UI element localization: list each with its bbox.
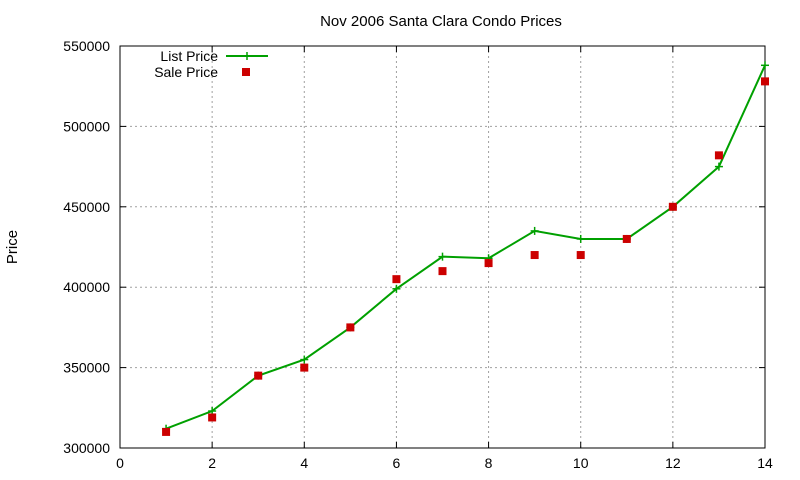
sale-price-point [254,371,263,380]
list-price-point [300,355,309,364]
sale-price-point [576,251,585,260]
list-price-point [761,61,769,70]
sale-price-point [761,77,769,86]
legend-item: List Price [160,48,268,64]
y-tick-label: 350000 [63,360,110,376]
legend-marker [242,68,250,76]
legend-label: List Price [160,48,218,64]
sale-price-point [346,323,355,332]
sale-price-point [530,251,539,260]
y-tick-label: 450000 [63,199,110,215]
grid [120,46,765,448]
list-price-point [530,226,539,235]
legend-label: Sale Price [154,64,218,80]
x-tick-label: 4 [300,455,308,471]
x-tick-label: 12 [665,455,681,471]
x-tick-label: 8 [485,455,493,471]
legend-marker [243,52,251,60]
sale-price-point [622,234,631,243]
plot-frame [119,45,766,449]
sale-price-point [208,413,217,422]
series-layer [162,61,769,436]
x-tick-label: 0 [116,455,124,471]
sale-price-point [438,267,447,276]
x-tick-label: 6 [393,455,401,471]
series-list-price [162,61,769,433]
sale-price-point [162,427,171,436]
x-tick-label: 2 [208,455,216,471]
list-price-line [165,64,766,430]
sale-price-point [668,202,677,211]
y-axis-label: Price [4,230,21,264]
sale-price-point [714,151,723,160]
list-price-point [576,234,585,243]
list-price-point [438,252,447,261]
list-price-point [392,284,401,293]
list-price-point [714,162,723,171]
y-tick-label: 500000 [63,118,110,134]
chart-title: Nov 2006 Santa Clara Condo Prices [320,13,562,30]
sale-price-point [484,259,493,268]
legend-item: Sale Price [154,64,250,80]
sale-price-point [300,363,309,372]
x-tick-label: 10 [573,455,589,471]
series-sale-price [162,77,769,436]
x-tick-label: 14 [757,455,773,471]
y-tick-label: 300000 [63,440,110,456]
axis-ticks: 0 2 4 6 8 10 12 14 300000 350000 400000 450000 50000… [63,38,773,471]
sale-price-point [392,275,401,284]
y-tick-label: 400000 [63,279,110,295]
y-tick-label: 550000 [63,38,110,54]
